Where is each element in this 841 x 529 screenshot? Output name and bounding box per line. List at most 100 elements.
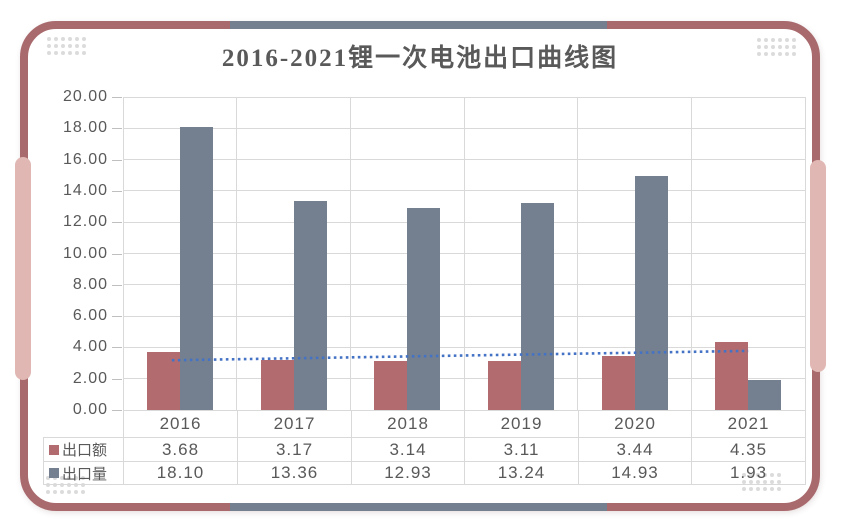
dot: [771, 52, 775, 56]
dot: [764, 52, 768, 56]
y-axis-tick: [112, 222, 122, 224]
dot: [54, 44, 58, 48]
dot: [46, 483, 50, 487]
dot: [75, 37, 79, 41]
dot: [74, 490, 78, 494]
dot: [763, 487, 767, 491]
y-axis-tick: [112, 253, 122, 255]
dot: [67, 490, 71, 494]
dot: [61, 37, 65, 41]
y-axis-label: 2.00: [72, 369, 108, 387]
year-header-2020: 2020: [578, 410, 692, 438]
dot: [785, 45, 789, 49]
year-header-2021: 2021: [691, 410, 806, 438]
gridline-v: [804, 97, 806, 410]
bar-export-value-2020: [601, 356, 635, 410]
cell-export-volume-2018: 12.93: [351, 461, 465, 485]
dot: [792, 52, 796, 56]
y-axis-tick: [112, 378, 122, 380]
y-axis-label: 6.00: [72, 307, 108, 325]
accent-pill-left: [15, 157, 31, 380]
dot: [60, 490, 64, 494]
dot: [47, 51, 51, 55]
dot: [81, 490, 85, 494]
bar-export-volume-2021: [748, 379, 782, 410]
y-axis-tick: [112, 97, 122, 98]
cell-export-volume-2019: 13.24: [464, 461, 579, 485]
gridline-v: [349, 97, 351, 410]
bar-export-volume-2018: [407, 207, 441, 410]
dot: [757, 45, 761, 49]
cell-export-value-2020: 3.44: [578, 437, 692, 462]
dot: [68, 51, 72, 55]
bar-export-value-2018: [374, 360, 408, 410]
year-header-2016: 2016: [123, 410, 238, 438]
dot: [46, 490, 50, 494]
dot: [82, 44, 86, 48]
y-axis-label: 4.00: [72, 338, 108, 356]
cell-export-volume-2020: 14.93: [578, 461, 692, 485]
dot: [764, 38, 768, 42]
cell-export-volume-2016: 18.10: [123, 461, 238, 485]
y-axis-label: 18.00: [62, 119, 108, 137]
legend-label: 出口量: [62, 465, 108, 483]
y-axis-tick: [112, 316, 122, 318]
dot: [770, 487, 774, 491]
dot: [53, 490, 57, 494]
y-axis-label: 12.00: [62, 213, 108, 231]
dot: [771, 38, 775, 42]
bar-export-volume-2020: [634, 176, 668, 410]
dot: [81, 483, 85, 487]
y-axis-tick: [112, 347, 122, 349]
legend-marker-export-volume: [49, 468, 59, 478]
dot: [792, 45, 796, 49]
dot: [771, 45, 775, 49]
cell-export-volume-2017: 13.36: [237, 461, 352, 485]
dot: [778, 52, 782, 56]
chart-title: 2016-2021锂一次电池出口曲线图: [221, 45, 619, 72]
dot: [47, 44, 51, 48]
cell-export-value-2021: 4.35: [691, 437, 806, 462]
accent-pill-right: [810, 160, 826, 372]
dot: [777, 487, 781, 491]
bar-export-value-2021: [715, 341, 749, 410]
year-header-2018: 2018: [351, 410, 465, 438]
bar-export-value-2016: [146, 352, 180, 410]
dot: [67, 483, 71, 487]
dot: [757, 38, 761, 42]
y-axis-tick: [112, 159, 122, 161]
table-corner-cell: [43, 410, 124, 438]
dot: [778, 38, 782, 42]
bar-export-volume-2019: [520, 202, 554, 410]
cell-export-value-2017: 3.17: [237, 437, 352, 462]
dot: [61, 44, 65, 48]
dot: [749, 487, 753, 491]
bar-export-value-2019: [487, 361, 521, 410]
dot: [61, 51, 65, 55]
dot: [757, 52, 761, 56]
dot: [82, 51, 86, 55]
gridline-v: [236, 97, 238, 410]
dot: [60, 483, 64, 487]
year-header-2019: 2019: [464, 410, 579, 438]
cell-export-value-2018: 3.14: [351, 437, 465, 462]
corner-dots-top-right: [757, 38, 796, 56]
y-axis-label: 20.00: [62, 88, 108, 105]
border-accent-bottom: [230, 503, 607, 511]
dot: [82, 37, 86, 41]
dot: [68, 37, 72, 41]
y-axis-label: 10.00: [62, 244, 108, 262]
y-axis-tick: [112, 284, 122, 286]
dot: [785, 38, 789, 42]
dot: [75, 51, 79, 55]
dot: [75, 44, 79, 48]
dot: [68, 44, 72, 48]
dot: [74, 483, 78, 487]
dot: [778, 45, 782, 49]
legend-marker-export-value: [49, 444, 59, 455]
bar-export-volume-2016: [179, 126, 213, 410]
dot: [54, 51, 58, 55]
bar-export-value-2017: [260, 360, 294, 410]
